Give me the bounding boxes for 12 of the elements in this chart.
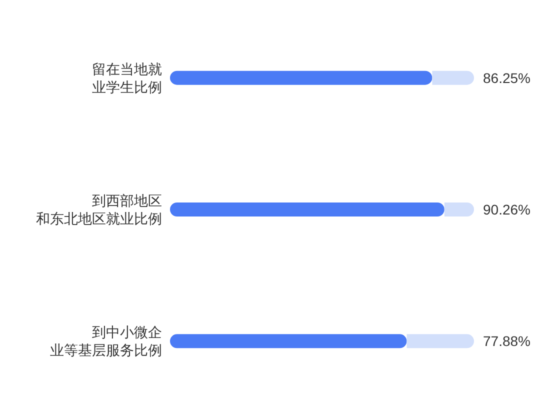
y-tick-label: 到中小微企业等基层服务比例 (50, 324, 162, 358)
y-tick-label: 留在当地就业学生比例 (92, 60, 162, 95)
bar (444, 202, 474, 216)
bar (170, 70, 432, 85)
data-label: 86.25% (483, 70, 530, 86)
data-label: 90.26% (483, 202, 530, 218)
bar (170, 202, 444, 216)
y-tick-label: 到西部地区和东北地区就业比例 (36, 192, 162, 226)
data-label: 77.88% (483, 333, 530, 350)
bar (406, 334, 474, 348)
bar (432, 70, 474, 85)
bar (170, 334, 407, 348)
